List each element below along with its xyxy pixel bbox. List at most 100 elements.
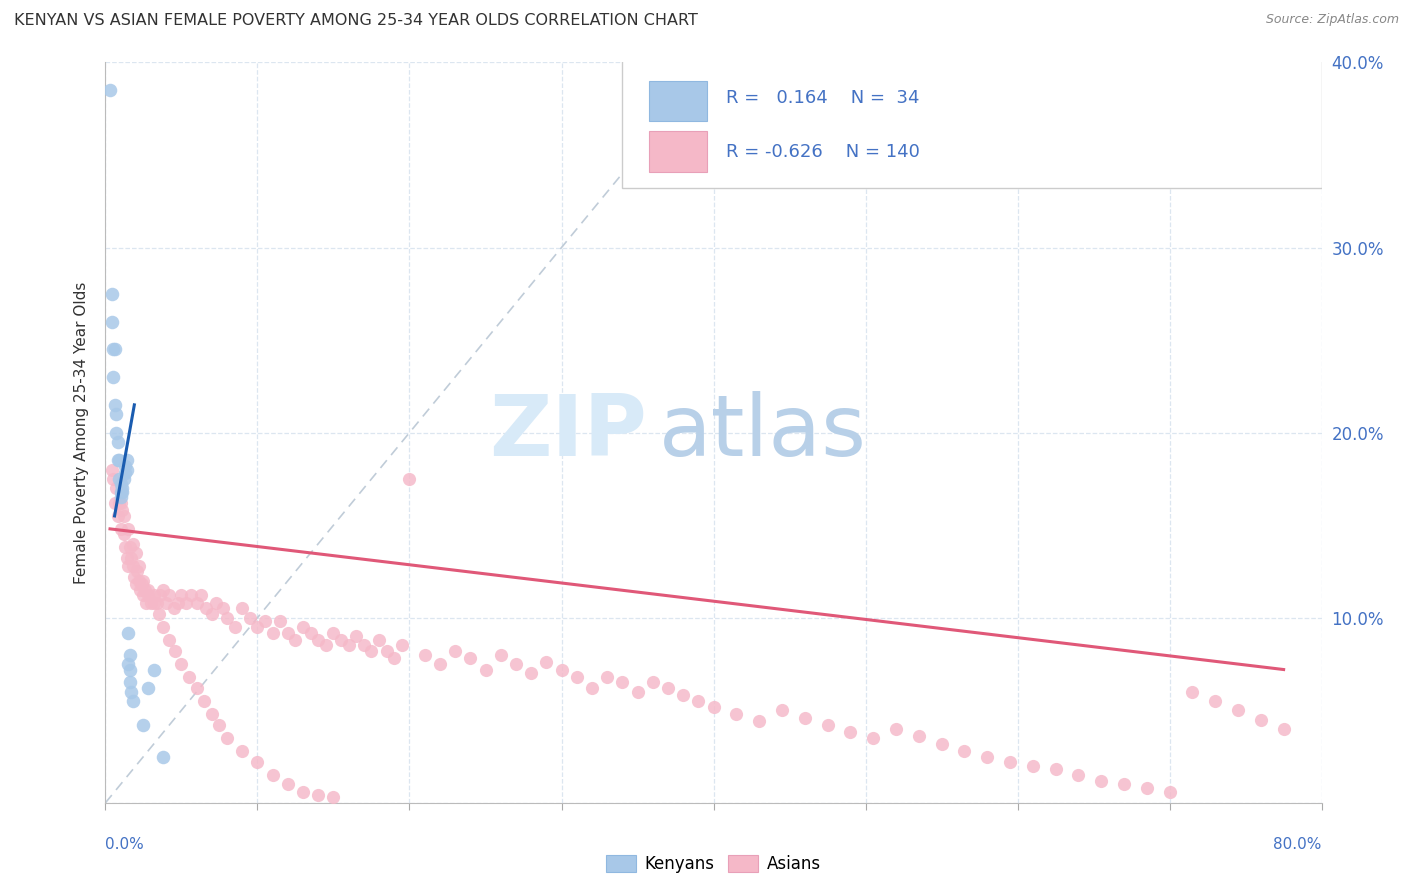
Point [120, 551, 142, 566]
Point [132, 718, 155, 732]
Point [976, 749, 998, 764]
Legend: Kenyans, Asians: Kenyans, Asians [600, 848, 827, 880]
Point [839, 725, 862, 739]
Point [134, 582, 156, 597]
Point [239, 611, 262, 625]
Point [231, 744, 253, 758]
Point [299, 625, 322, 640]
Point [307, 632, 329, 647]
Bar [650, 80, 707, 121]
Point [131, 577, 153, 591]
Point [190, 589, 212, 603]
Point [565, 670, 588, 684]
Point [105, 425, 128, 440]
Point [117, 558, 139, 573]
Point [107, 508, 129, 523]
Point [657, 681, 679, 695]
Point [148, 607, 170, 621]
Point [115, 463, 138, 477]
Point [884, 722, 907, 736]
Point [458, 651, 481, 665]
Point [101, 343, 124, 357]
Point [353, 639, 375, 653]
Point [121, 558, 143, 573]
Point [129, 582, 152, 597]
Point [505, 657, 527, 671]
Point [170, 589, 193, 603]
Point [596, 670, 619, 684]
Point [292, 620, 315, 634]
Point [337, 639, 360, 653]
Point [132, 574, 155, 588]
Point [155, 596, 177, 610]
Point [211, 601, 233, 615]
Point [125, 577, 148, 591]
Point [907, 729, 929, 743]
Point [111, 484, 134, 499]
Point [817, 718, 839, 732]
Point [143, 596, 166, 610]
Point [100, 286, 122, 301]
Point [368, 632, 391, 647]
Point [127, 565, 149, 579]
Point [103, 398, 125, 412]
Point [136, 589, 159, 603]
Point [231, 601, 253, 615]
Point [152, 620, 174, 634]
FancyBboxPatch shape [623, 59, 1322, 188]
Point [322, 790, 344, 805]
Point [101, 472, 124, 486]
Point [110, 496, 132, 510]
Point [157, 632, 180, 647]
Point [186, 681, 208, 695]
Point [672, 689, 695, 703]
Point [702, 699, 725, 714]
Point [429, 657, 451, 671]
Point [177, 670, 200, 684]
Text: KENYAN VS ASIAN FEMALE POVERTY AMONG 25-34 YEAR OLDS CORRELATION CHART: KENYAN VS ASIAN FEMALE POVERTY AMONG 25-… [14, 13, 697, 29]
Point [550, 663, 572, 677]
Point [262, 768, 284, 782]
Point [163, 601, 186, 615]
Point [105, 481, 128, 495]
Point [98, 83, 121, 97]
Point [114, 458, 136, 473]
Point [489, 648, 512, 662]
Point [277, 625, 299, 640]
Point [110, 477, 132, 491]
Point [143, 589, 166, 603]
Point [1227, 703, 1250, 717]
Point [224, 620, 246, 634]
Text: Source: ZipAtlas.com: Source: ZipAtlas.com [1265, 13, 1399, 27]
Point [135, 596, 157, 610]
Point [391, 639, 413, 653]
Text: atlas: atlas [659, 391, 868, 475]
Point [1181, 685, 1204, 699]
Point [344, 629, 367, 643]
Point [107, 453, 129, 467]
Point [315, 639, 337, 653]
Point [1067, 768, 1090, 782]
Point [205, 596, 228, 610]
Point [118, 648, 141, 662]
Point [1250, 713, 1272, 727]
Point [149, 589, 172, 603]
Point [165, 644, 187, 658]
Point [536, 655, 558, 669]
Point [793, 711, 815, 725]
Point [124, 570, 146, 584]
Point [284, 632, 307, 647]
Point [382, 651, 405, 665]
Point [194, 601, 217, 615]
Point [115, 551, 138, 566]
Point [108, 472, 131, 486]
Point [612, 675, 634, 690]
Point [217, 611, 239, 625]
Point [111, 503, 134, 517]
Point [125, 546, 148, 560]
Text: R = -0.626    N = 140: R = -0.626 N = 140 [725, 144, 920, 161]
Point [307, 789, 329, 803]
Point [100, 315, 122, 329]
Point [725, 706, 748, 721]
Point [157, 589, 180, 603]
